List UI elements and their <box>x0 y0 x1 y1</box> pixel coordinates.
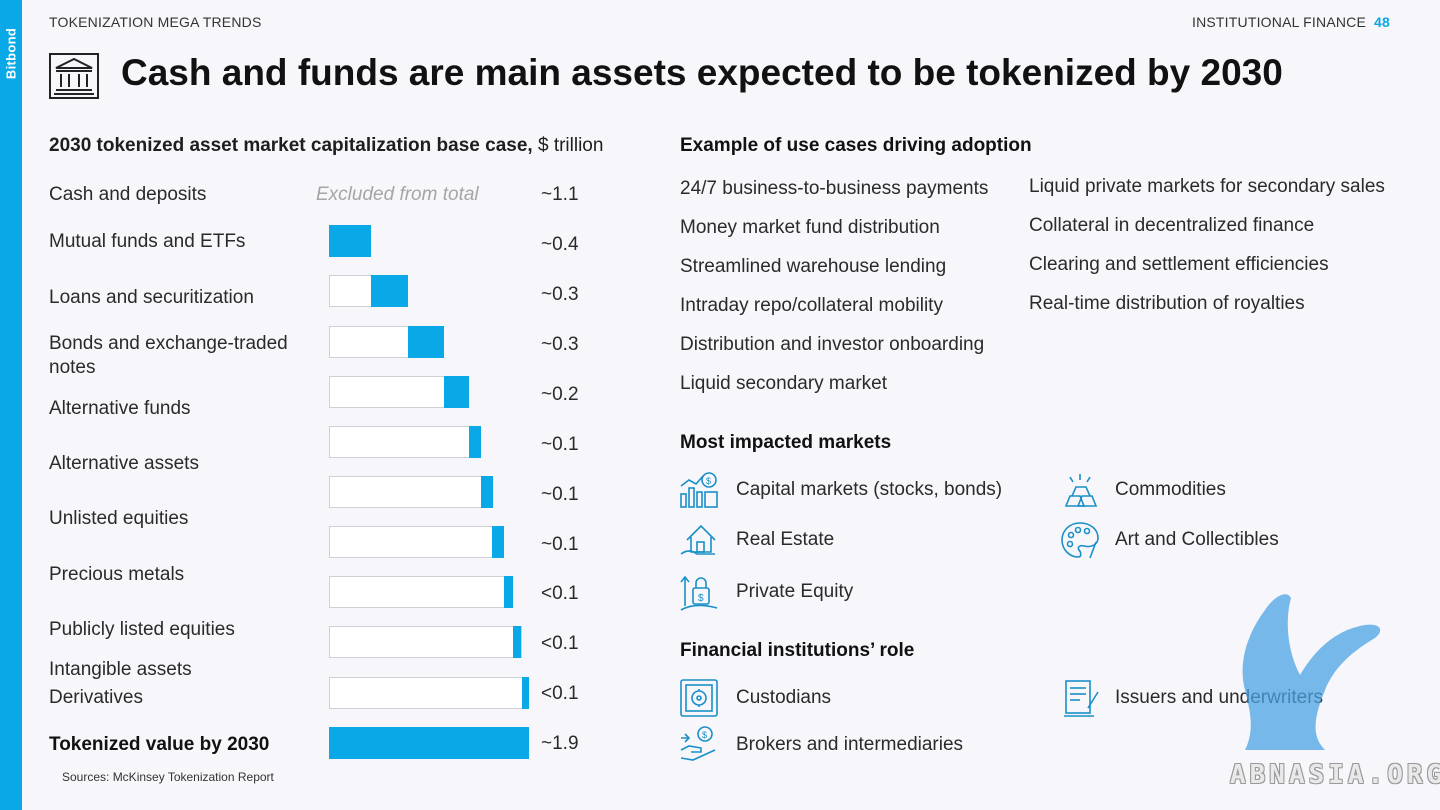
bar-segment <box>492 526 504 558</box>
bar-base <box>329 526 504 558</box>
institution-label: Brokers and intermediaries <box>736 734 964 755</box>
row-label: Alternative funds <box>49 398 191 419</box>
bar-value-label: ~0.3 <box>541 284 579 305</box>
sidebar-accent: Bitbond <box>0 0 22 810</box>
document-icon <box>1064 680 1099 717</box>
use-case-item: Money market fund distribution <box>680 217 940 238</box>
bar-base <box>329 626 522 658</box>
market-label: Art and Collectibles <box>1115 529 1279 550</box>
bar-value-label: ~0.4 <box>541 234 579 255</box>
bar-segment <box>371 275 408 307</box>
market-label: Real Estate <box>736 529 835 550</box>
chapter-header: INSTITUTIONAL FINANCE 48 <box>1192 14 1390 30</box>
use-case-item: Intraday repo/collateral mobility <box>680 295 943 316</box>
house-icon <box>680 524 716 555</box>
chapter-name: INSTITUTIONAL FINANCE <box>1191 14 1367 30</box>
use-case-item: Liquid secondary market <box>680 373 887 394</box>
row-label: Mutual funds and ETFs <box>49 231 246 252</box>
hand-coin-icon: $ <box>680 726 716 761</box>
chart-title: 2030 tokenized asset market capitalizati… <box>49 135 603 157</box>
safe-icon <box>680 679 718 717</box>
chart-title-bold: 2030 tokenized asset market capitalizati… <box>49 135 533 156</box>
bar-segment <box>522 677 529 709</box>
use-case-item: Streamlined warehouse lending <box>680 256 947 277</box>
capital-markets-icon: $ <box>680 472 718 508</box>
row-label: Publicly listed equities <box>49 619 235 640</box>
row-label: Loans and securitization <box>49 287 254 308</box>
bar-segment <box>481 476 493 508</box>
market-label: Commodities <box>1115 479 1226 500</box>
row-label: Bonds and exchange-traded notes <box>49 333 288 378</box>
bar-value-label: ~0.1 <box>541 484 579 505</box>
brand-name: Bitbond <box>3 27 19 80</box>
use-case-item: Real-time distribution of royalties <box>1029 293 1305 314</box>
page-title: Cash and funds are main assets expected … <box>121 52 1283 93</box>
private-equity-icon: $ <box>680 575 718 611</box>
bar-segment <box>469 426 481 458</box>
total-value-label: ~1.9 <box>541 733 579 754</box>
total-bar <box>329 727 529 759</box>
sources-note: Sources: McKinsey Tokenization Report <box>62 770 274 784</box>
bar-segment <box>329 225 371 257</box>
bar-value-label: <0.1 <box>541 633 579 654</box>
use-cases-title: Example of use cases driving adoption <box>680 135 1032 156</box>
gold-bars-icon <box>1064 474 1098 507</box>
bar-base <box>329 476 492 508</box>
bar-base <box>329 677 529 709</box>
use-case-item: 24/7 business-to-business payments <box>680 178 989 199</box>
palette-icon <box>1061 522 1099 559</box>
bar-segment <box>513 626 521 658</box>
row-label: Cash and deposits <box>49 184 207 205</box>
bank-building-icon <box>49 53 99 99</box>
use-case-item: Liquid private markets for secondary sal… <box>1029 176 1385 197</box>
brand-logo: Bitbond <box>2 14 20 94</box>
row-label: Unlisted equities <box>49 508 189 529</box>
use-case-item: Distribution and investor onboarding <box>680 334 985 355</box>
use-case-item: Collateral in decentralized finance <box>1029 215 1315 236</box>
bar-value-label: ~0.3 <box>541 334 579 355</box>
market-label: Capital markets (stocks, bonds) <box>736 479 1003 500</box>
use-case-item: Clearing and settlement efficiencies <box>1029 254 1329 275</box>
row-label: Alternative assets <box>49 453 199 474</box>
bar-base <box>329 576 513 608</box>
svg-text:$: $ <box>698 593 704 604</box>
institution-label: Custodians <box>736 687 832 708</box>
bar-value-label: ~1.1 <box>541 184 579 205</box>
griffin-watermark-icon <box>1242 594 1381 750</box>
chart-title-unit: $ trillion <box>537 135 604 156</box>
excluded-note: Excluded from total <box>316 184 479 205</box>
bar-value-label: <0.1 <box>541 583 579 604</box>
bar-segment <box>408 326 444 358</box>
bar-value-label: ~0.1 <box>541 434 579 455</box>
bar-value-label: ~0.2 <box>541 384 579 405</box>
svg-text:$: $ <box>702 730 707 740</box>
bar-value-label: <0.1 <box>541 683 579 704</box>
bar-base <box>329 426 481 458</box>
market-label: Private Equity <box>736 581 854 602</box>
section-name: TOKENIZATION MEGA TRENDS <box>49 14 262 30</box>
markets-title: Most impacted markets <box>680 432 892 453</box>
watermark-text: ABNASIA.ORG <box>1230 760 1440 790</box>
row-label: Intangible assets <box>49 659 192 680</box>
institutions-title: Financial institutions’ role <box>680 640 915 661</box>
bar-value-label: ~0.1 <box>541 534 579 555</box>
bar-segment <box>504 576 513 608</box>
row-label: Derivatives <box>49 687 143 708</box>
bar-segment <box>444 376 469 408</box>
page-number: 48 <box>1374 14 1390 30</box>
total-label: Tokenized value by 2030 <box>49 734 270 755</box>
row-label: Precious metals <box>49 564 185 585</box>
svg-text:$: $ <box>706 476 711 486</box>
